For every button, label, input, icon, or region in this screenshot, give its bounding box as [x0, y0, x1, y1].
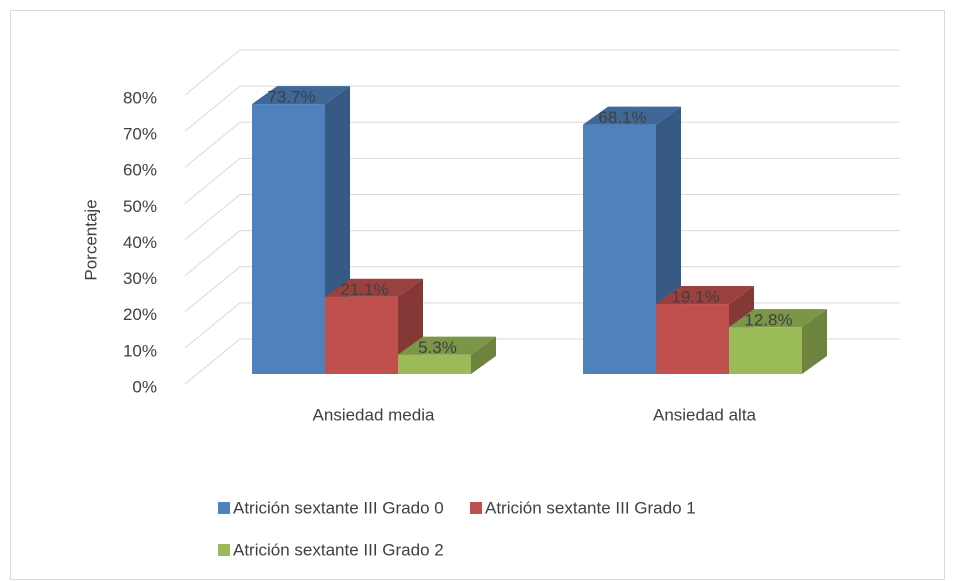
- value-label: 5.3%: [418, 338, 457, 357]
- bar: [656, 304, 729, 374]
- value-label: 12.8%: [744, 311, 792, 330]
- y-tick-label: 10%: [123, 341, 157, 360]
- value-label: 73.7%: [267, 88, 315, 107]
- bar-side: [802, 309, 827, 374]
- bar: [398, 354, 471, 374]
- bar-side: [471, 336, 496, 374]
- bar: [729, 327, 802, 374]
- bar-top: [398, 336, 496, 355]
- bar: [583, 124, 656, 375]
- chart-border: [10, 10, 945, 580]
- grid-line: [184, 85, 900, 132]
- y-tick-label: 70%: [123, 125, 157, 144]
- bar-top: [252, 86, 350, 105]
- value-label: 68.1%: [598, 108, 646, 127]
- bar-top: [583, 106, 681, 125]
- value-label: 21.1%: [340, 280, 388, 299]
- y-axis-title: Porcentaje: [81, 199, 100, 280]
- x-tick-label: Ansiedad alta: [653, 405, 757, 424]
- grid-line: [184, 49, 900, 96]
- legend-swatch: [218, 502, 230, 514]
- y-tick-label: 0%: [132, 377, 157, 396]
- bar-top: [325, 278, 423, 297]
- y-tick-label: 40%: [123, 233, 157, 252]
- y-tick-label: 50%: [123, 197, 157, 216]
- y-tick-label: 80%: [123, 88, 157, 107]
- bar-top: [656, 286, 754, 305]
- y-tick-label: 60%: [123, 161, 157, 180]
- legend-label: Atrición sextante III Grado 2: [233, 540, 444, 559]
- legend-swatch: [218, 544, 230, 556]
- y-tick-label: 30%: [123, 269, 157, 288]
- bar: [325, 296, 398, 374]
- y-tick-label: 20%: [123, 305, 157, 324]
- value-label: 19.1%: [671, 288, 719, 307]
- legend-label: Atrición sextante III Grado 0: [233, 498, 444, 517]
- legend-label: Atrición sextante III Grado 1: [485, 498, 696, 517]
- bar-top: [729, 309, 827, 328]
- bar: [252, 104, 325, 374]
- x-tick-label: Ansiedad media: [313, 405, 435, 424]
- legend-swatch: [470, 502, 482, 514]
